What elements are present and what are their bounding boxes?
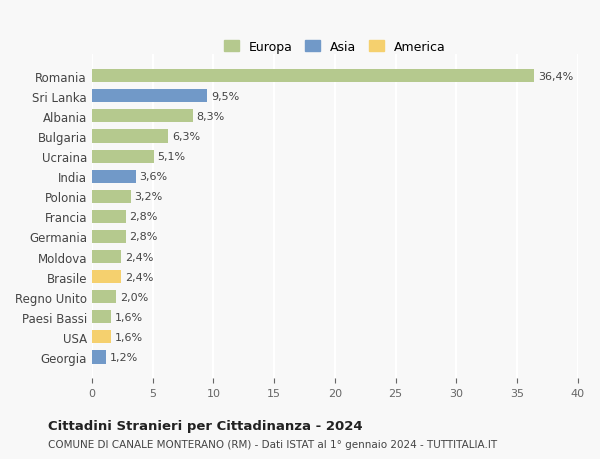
Bar [92, 270, 121, 284]
Text: 36,4%: 36,4% [538, 72, 573, 82]
Legend: Europa, Asia, America: Europa, Asia, America [219, 36, 451, 59]
Bar [92, 170, 136, 183]
Bar [92, 70, 534, 83]
Text: 5,1%: 5,1% [157, 152, 185, 162]
Text: 3,6%: 3,6% [139, 172, 167, 182]
Text: 2,4%: 2,4% [125, 272, 153, 282]
Bar [92, 150, 154, 163]
Text: 2,4%: 2,4% [125, 252, 153, 262]
Bar [92, 190, 131, 203]
Text: 2,8%: 2,8% [130, 232, 158, 242]
Bar [92, 110, 193, 123]
Bar [92, 291, 116, 303]
Bar [92, 230, 126, 243]
Bar [92, 210, 126, 224]
Text: COMUNE DI CANALE MONTERANO (RM) - Dati ISTAT al 1° gennaio 2024 - TUTTITALIA.IT: COMUNE DI CANALE MONTERANO (RM) - Dati I… [48, 440, 497, 449]
Text: 8,3%: 8,3% [196, 112, 224, 122]
Text: 9,5%: 9,5% [211, 92, 239, 101]
Bar [92, 351, 106, 364]
Bar [92, 330, 112, 344]
Text: 1,6%: 1,6% [115, 332, 143, 342]
Text: 1,2%: 1,2% [110, 352, 139, 362]
Bar [92, 251, 121, 263]
Bar [92, 90, 208, 103]
Bar [92, 311, 112, 324]
Text: 3,2%: 3,2% [134, 192, 163, 202]
Text: 2,0%: 2,0% [120, 292, 148, 302]
Text: 2,8%: 2,8% [130, 212, 158, 222]
Bar [92, 130, 169, 143]
Text: 1,6%: 1,6% [115, 312, 143, 322]
Text: Cittadini Stranieri per Cittadinanza - 2024: Cittadini Stranieri per Cittadinanza - 2… [48, 419, 362, 432]
Text: 6,3%: 6,3% [172, 132, 200, 142]
